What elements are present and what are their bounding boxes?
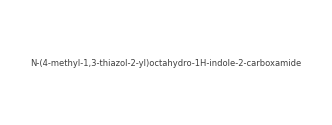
Text: N-(4-methyl-1,3-thiazol-2-yl)octahydro-1H-indole-2-carboxamide: N-(4-methyl-1,3-thiazol-2-yl)octahydro-1… [30,58,302,68]
